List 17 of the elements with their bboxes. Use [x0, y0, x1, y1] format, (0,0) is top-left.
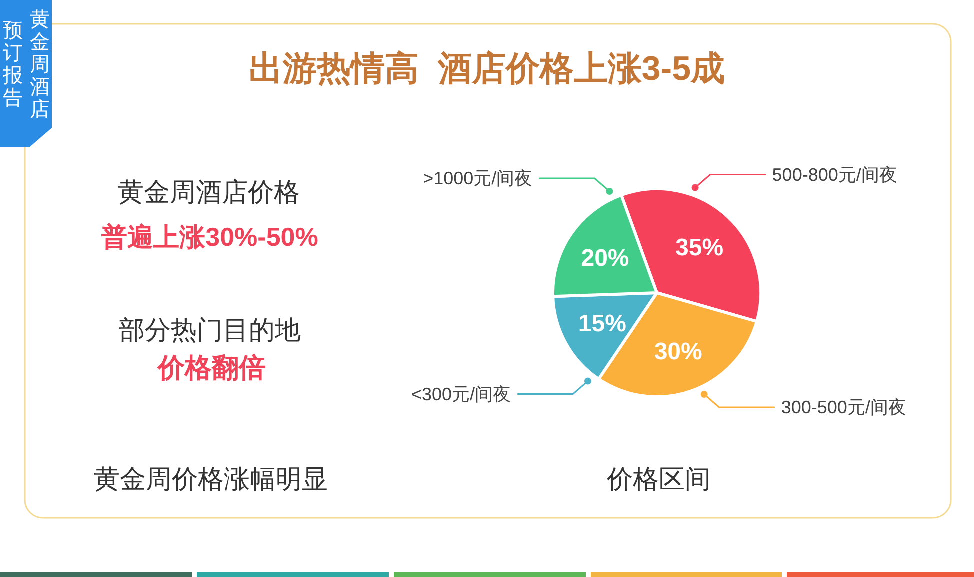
- text: 黄金周酒店: [30, 9, 50, 121]
- text: 黄金周酒店价格: [118, 177, 300, 207]
- data-label: 20%: [581, 245, 630, 272]
- slice-label: 300-500元/间夜: [781, 398, 906, 418]
- slice-label: <300元/间夜: [412, 384, 512, 404]
- text: 价格区间: [606, 464, 711, 494]
- text: 黄金周价格涨幅明显: [94, 464, 328, 494]
- text: 预订报告: [2, 20, 23, 110]
- text: 价格翻倍: [157, 353, 266, 383]
- slice-label: 500-800元/间夜: [772, 164, 898, 185]
- chart-title: 出游热情高 酒店价格上涨3-5成: [248, 50, 726, 88]
- data-label: 35%: [676, 234, 724, 262]
- data-label: 30%: [654, 338, 702, 366]
- slice-label: >1000元/间夜: [423, 168, 533, 188]
- text: 部分热门目的地: [119, 315, 301, 345]
- data-label: 15%: [578, 310, 626, 338]
- text: 普遍上涨30%-50%: [100, 222, 318, 252]
